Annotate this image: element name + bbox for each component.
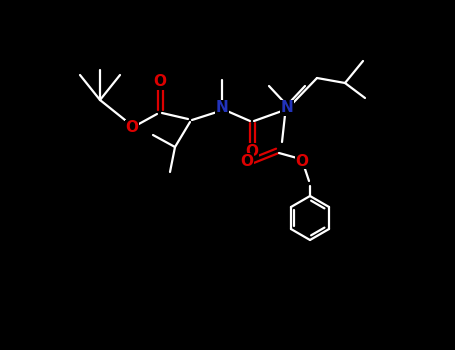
Text: N: N	[281, 100, 293, 116]
Text: O: O	[295, 154, 308, 168]
Text: O: O	[126, 120, 138, 135]
Text: O: O	[153, 75, 167, 90]
Text: N: N	[216, 100, 228, 116]
Text: O: O	[241, 154, 253, 168]
Text: O: O	[246, 144, 258, 159]
